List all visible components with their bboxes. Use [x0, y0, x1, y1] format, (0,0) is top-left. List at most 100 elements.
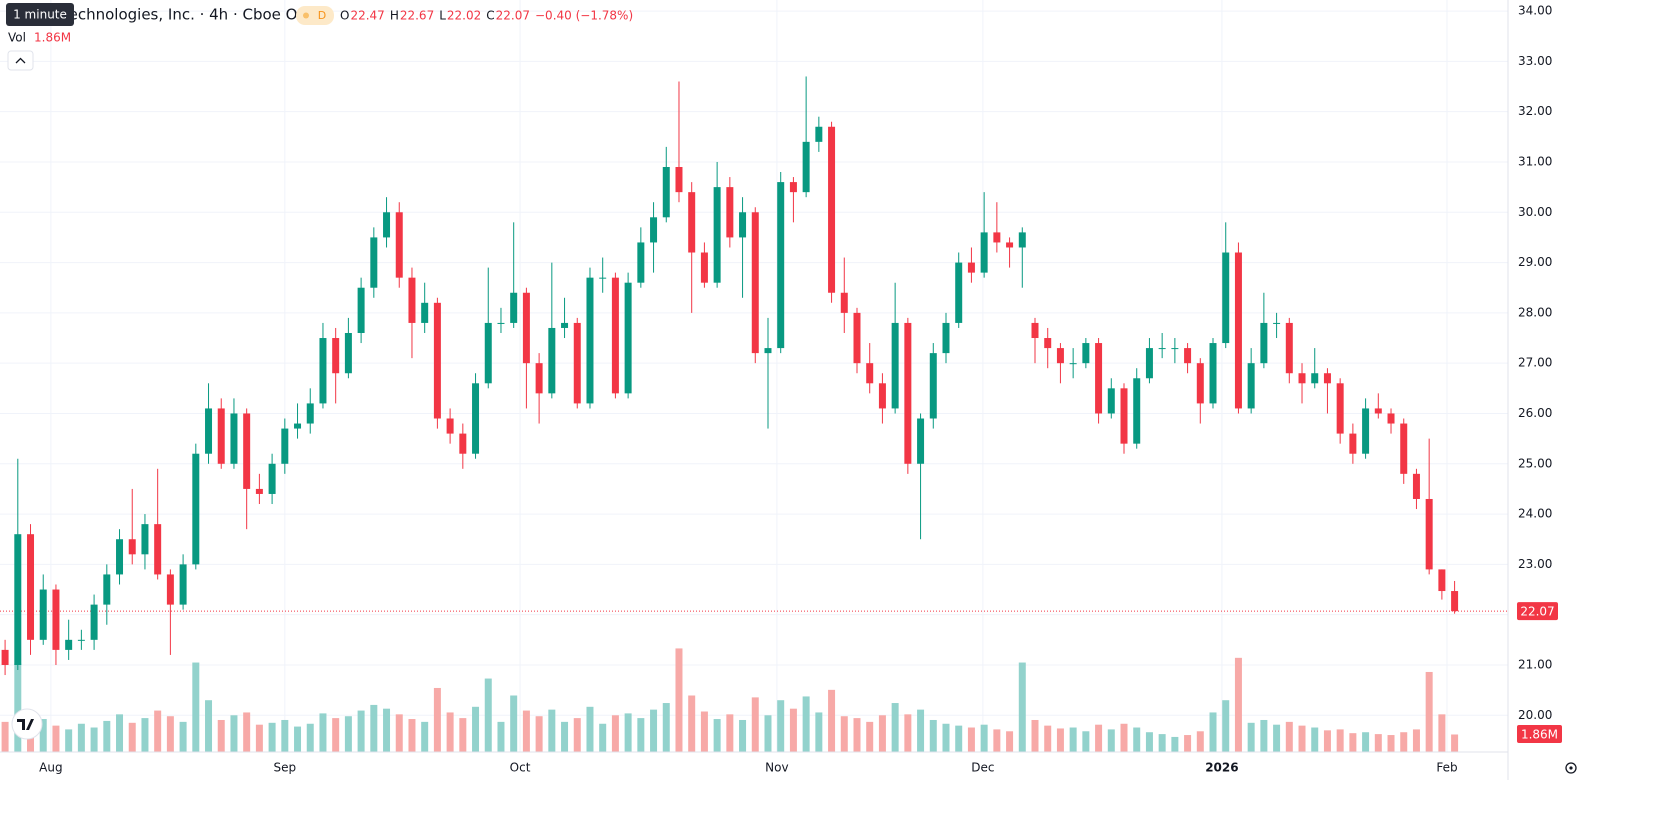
volume-bar — [1451, 734, 1459, 752]
volume-bar — [77, 723, 85, 752]
volume-bar — [1298, 725, 1306, 752]
volume-bar — [103, 720, 111, 752]
collapse-button[interactable] — [7, 50, 34, 71]
volume-bar — [955, 725, 963, 752]
candle-body — [1362, 408, 1370, 454]
candle-body — [700, 252, 708, 283]
volume-bar — [1056, 728, 1064, 752]
candle-body — [955, 262, 963, 323]
volume-bar — [611, 715, 619, 752]
volume-bar — [726, 714, 734, 752]
volume-bar — [1336, 729, 1344, 752]
candle-body — [993, 232, 1001, 243]
candle-body — [662, 166, 670, 218]
logo[interactable] — [11, 708, 43, 740]
y-tick-label: 30.00 — [1518, 205, 1552, 219]
badge[interactable]: D — [318, 9, 326, 22]
collapse-icon — [15, 57, 26, 64]
volume-bar — [967, 727, 975, 752]
candle-body — [1145, 348, 1153, 379]
volume-bar — [1247, 722, 1255, 752]
volume-bar — [1412, 729, 1420, 752]
y-tick-label: 32.00 — [1518, 104, 1552, 118]
volume-layer — [1, 648, 1459, 752]
volume-bar — [573, 718, 581, 752]
volume-bar — [1362, 732, 1370, 752]
volume-bar — [141, 718, 149, 752]
legend-item: −0.40 (−1.78%) — [535, 9, 633, 23]
candle-body — [599, 277, 607, 279]
volume-bar — [586, 706, 594, 752]
candle-body — [1451, 591, 1459, 612]
volume-bar — [1158, 734, 1166, 752]
volume-bar — [128, 722, 136, 752]
candle-body — [1069, 363, 1077, 365]
legend-item: 22.67 — [400, 9, 434, 23]
candle-body — [268, 463, 276, 494]
x-tick-label: 2026 — [1205, 761, 1238, 775]
candle-body — [866, 363, 874, 384]
candle-body — [1018, 232, 1026, 248]
volume-bar — [802, 696, 810, 752]
candle-body — [904, 322, 912, 464]
volume-tag-bg — [1517, 725, 1562, 743]
y-tick-label: 20.00 — [1518, 708, 1552, 722]
candle-body — [1158, 348, 1166, 350]
settings-dot — [1569, 766, 1573, 770]
candle-body — [942, 322, 950, 354]
volume-bar — [154, 710, 162, 752]
volume-bar — [1438, 714, 1446, 752]
volume-bar — [599, 723, 607, 752]
volume-bar — [917, 709, 925, 752]
candle-body — [650, 217, 658, 243]
volume-bar — [1209, 712, 1217, 752]
candle-body — [357, 287, 365, 333]
volume-bar — [1273, 724, 1281, 752]
candle-body — [192, 453, 200, 565]
y-tick-label: 25.00 — [1518, 456, 1552, 470]
volume-title: Vol — [8, 31, 26, 45]
candle-body — [891, 322, 899, 409]
candle-layer — [1, 76, 1459, 676]
y-tick-label: 27.00 — [1518, 356, 1552, 370]
y-tick-label: 21.00 — [1518, 657, 1552, 671]
candle-body — [1044, 338, 1052, 349]
candle-body — [116, 539, 124, 575]
volume-bar — [789, 708, 797, 752]
candle-body — [306, 403, 314, 424]
volume-bar — [548, 709, 556, 752]
candle-body — [52, 589, 60, 650]
volume-bar — [497, 721, 505, 752]
candle-body — [395, 212, 403, 278]
volume-bar — [1018, 662, 1026, 752]
volume-bar — [1145, 732, 1153, 752]
candle-body — [878, 383, 886, 409]
candle-body — [802, 141, 810, 193]
volume-bar — [1374, 734, 1382, 752]
volume-bar — [700, 711, 708, 752]
candle-body — [39, 589, 47, 640]
volume-bar — [1311, 727, 1319, 752]
candle-body — [1107, 388, 1115, 414]
y-tick-label: 23.00 — [1518, 557, 1552, 571]
volume-bar — [255, 724, 263, 752]
candle-body — [1031, 322, 1039, 339]
settings-button[interactable] — [1565, 762, 1577, 774]
candle-body — [90, 604, 98, 640]
volume-bar — [433, 687, 441, 752]
candle-body — [27, 534, 35, 640]
volume-bar — [1222, 700, 1230, 752]
volume-bar — [815, 712, 823, 752]
volume-bar — [650, 709, 658, 752]
candle-body — [484, 322, 492, 384]
x-tick-label: Oct — [510, 761, 531, 775]
candle-body — [573, 322, 581, 404]
candle-body — [459, 433, 467, 454]
volume-bar — [294, 726, 302, 752]
y-tick-label: 31.00 — [1518, 154, 1552, 168]
legend-item: H — [390, 9, 399, 23]
volume-bar — [1285, 721, 1293, 752]
volume-bar — [1069, 727, 1077, 752]
badge-dot — [303, 12, 309, 19]
